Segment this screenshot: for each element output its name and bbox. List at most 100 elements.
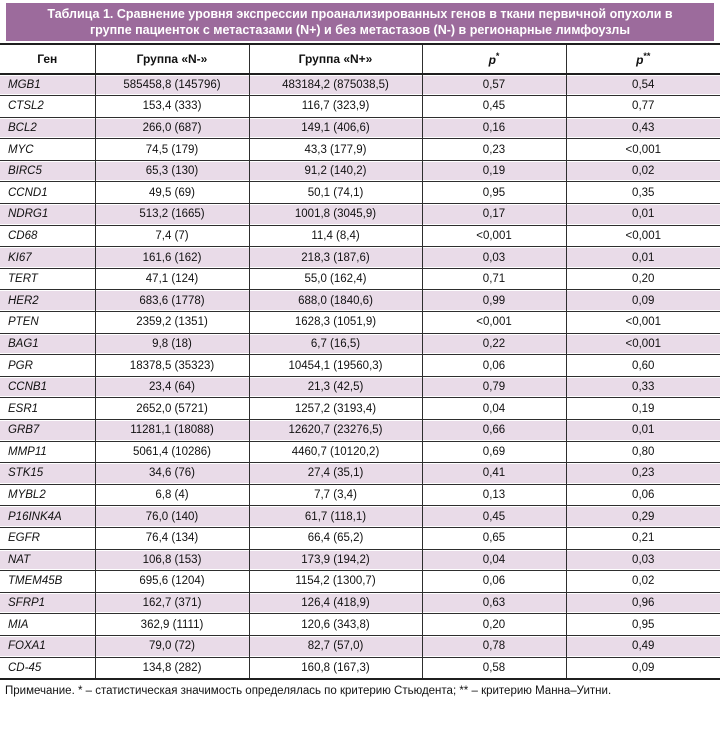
cell-value: 2359,2 (1351) xyxy=(94,311,249,334)
gene-name: MYC xyxy=(0,138,95,161)
cell-value: 1154,2 (1300,7) xyxy=(248,570,422,593)
cell-value: 74,5 (179) xyxy=(94,138,249,161)
cell-value: 688,0 (1840,6) xyxy=(248,289,422,312)
cell-value: 0,80 xyxy=(565,441,720,463)
cell-value: 106,8 (153) xyxy=(94,549,249,571)
cell-value: 153,4 (333) xyxy=(94,95,249,118)
cell-value: 0,22 xyxy=(421,333,566,355)
cell-value: 218,3 (187,6) xyxy=(248,246,422,269)
cell-value: 0,23 xyxy=(565,462,720,485)
cell-value: 0,58 xyxy=(421,657,566,679)
cell-value: 7,4 (7) xyxy=(94,225,249,247)
cell-value: 18378,5 (35323) xyxy=(94,354,249,377)
cell-value: 66,4 (65,2) xyxy=(248,527,422,550)
cell-value: <0,001 xyxy=(421,311,566,334)
cell-value: 0,95 xyxy=(565,613,720,636)
cell-value: 2652,0 (5721) xyxy=(94,397,249,420)
cell-value: 10454,1 (19560,3) xyxy=(248,354,422,377)
gene-name: SFRP1 xyxy=(0,592,95,614)
cell-value: 134,8 (282) xyxy=(94,657,249,679)
p-star: * xyxy=(495,51,500,61)
gene-name: NAT xyxy=(0,549,95,571)
cell-value: 0,63 xyxy=(421,592,566,614)
table-row: PGR 18378,5 (35323) 10454,1 (19560,3) 0,06 0… xyxy=(0,354,720,377)
gene-name: BCL2 xyxy=(0,117,95,139)
cell-value: 126,4 (418,9) xyxy=(248,592,422,614)
cell-value: 0,06 xyxy=(565,484,720,506)
cell-value: 149,1 (406,6) xyxy=(248,117,422,139)
cell-value: 21,3 (42,5) xyxy=(248,376,422,398)
cell-value: 49,5 (69) xyxy=(94,181,249,204)
cell-value: 173,9 (194,2) xyxy=(248,549,422,571)
table-row: SFRP1 162,7 (371) 126,4 (418,9) 0,63 0,96 xyxy=(0,592,720,614)
cell-value: 0,95 xyxy=(421,181,566,204)
cell-value: 82,7 (57,0) xyxy=(248,635,422,658)
cell-value: 12620,7 (23276,5) xyxy=(248,419,422,442)
gene-name: MMP11 xyxy=(0,441,95,463)
table-footnote: Примечание. * – статистическая значимост… xyxy=(5,684,612,697)
cell-value: 1257,2 (3193,4) xyxy=(248,397,422,420)
cell-value: 585458,8 (145796) xyxy=(94,74,249,96)
table-row: MYBL2 6,8 (4) 7,7 (3,4) 0,13 0,06 xyxy=(0,484,720,506)
cell-value: 162,7 (371) xyxy=(94,592,249,614)
cell-value: 0,06 xyxy=(421,354,566,377)
gene-name: BIRC5 xyxy=(0,160,95,182)
col-header-p-mann-whitney: p** xyxy=(565,44,720,74)
cell-value: 0,16 xyxy=(421,117,566,139)
gene-name: TERT xyxy=(0,268,95,290)
cell-value: 0,21 xyxy=(565,527,720,550)
cell-value: 0,02 xyxy=(565,160,720,182)
cell-value: 4460,7 (10120,2) xyxy=(248,441,422,463)
cell-value: 0,09 xyxy=(565,289,720,312)
cell-value: 61,7 (118,1) xyxy=(248,505,422,528)
cell-value: 55,0 (162,4) xyxy=(248,268,422,290)
cell-value: 0,29 xyxy=(565,505,720,528)
cell-value: 266,0 (687) xyxy=(94,117,249,139)
cell-value: 0,96 xyxy=(565,592,720,614)
gene-name: TMEM45B xyxy=(0,570,95,593)
table-row: MIA 362,9 (1111) 120,6 (343,8) 0,20 0,95 xyxy=(0,613,720,636)
gene-name: CD-45 xyxy=(0,657,95,679)
cell-value: 76,4 (134) xyxy=(94,527,249,550)
cell-value: 5061,4 (10286) xyxy=(94,441,249,463)
table-row: HER2 683,6 (1778) 688,0 (1840,6) 0,99 0,09 xyxy=(0,289,720,312)
cell-value: 0,77 xyxy=(565,95,720,118)
gene-name: P16INK4A xyxy=(0,505,95,528)
cell-value: 0,43 xyxy=(565,117,720,139)
cell-value: 513,2 (1665) xyxy=(94,203,249,226)
table-row: MYC 74,5 (179) 43,3 (177,9) 0,23 <0,001 xyxy=(0,138,720,161)
cell-value: 0,65 xyxy=(421,527,566,550)
cell-value: 0,04 xyxy=(421,397,566,420)
gene-name: CCND1 xyxy=(0,181,95,204)
gene-name: MGB1 xyxy=(0,74,95,96)
gene-name: GRB7 xyxy=(0,419,95,442)
cell-value: 23,4 (64) xyxy=(94,376,249,398)
table-row: STK15 34,6 (76) 27,4 (35,1) 0,41 0,23 xyxy=(0,462,720,485)
cell-value: 0,02 xyxy=(565,570,720,593)
cell-value: <0,001 xyxy=(565,225,720,247)
table-row: KI67 161,6 (162) 218,3 (187,6) 0,03 0,01 xyxy=(0,246,720,269)
gene-name: MYBL2 xyxy=(0,484,95,506)
table-row: CCNB1 23,4 (64) 21,3 (42,5) 0,79 0,33 xyxy=(0,376,720,398)
cell-value: 1001,8 (3045,9) xyxy=(248,203,422,226)
cell-value: 0,66 xyxy=(421,419,566,442)
gene-name: BAG1 xyxy=(0,333,95,355)
cell-value: 483184,2 (875038,5) xyxy=(248,74,422,96)
gene-name: EGFR xyxy=(0,527,95,550)
table-row: FOXA1 79,0 (72) 82,7 (57,0) 0,78 0,49 xyxy=(0,635,720,658)
cell-value: 0,03 xyxy=(565,549,720,571)
table-row: CCND1 49,5 (69) 50,1 (74,1) 0,95 0,35 xyxy=(0,181,720,204)
cell-value: 65,3 (130) xyxy=(94,160,249,182)
cell-value: 76,0 (140) xyxy=(94,505,249,528)
cell-value: 91,2 (140,2) xyxy=(248,160,422,182)
gene-name: PGR xyxy=(0,354,95,377)
cell-value: 0,35 xyxy=(565,181,720,204)
table-row: MGB1 585458,8 (145796) 483184,2 (875038,5)… xyxy=(0,74,720,96)
cell-value: 0,06 xyxy=(421,570,566,593)
cell-value: 0,20 xyxy=(421,613,566,636)
cell-value: 6,8 (4) xyxy=(94,484,249,506)
cell-value: 160,8 (167,3) xyxy=(248,657,422,679)
gene-name: HER2 xyxy=(0,289,95,312)
table-row: CTSL2 153,4 (333) 116,7 (323,9) 0,45 0,77 xyxy=(0,95,720,118)
